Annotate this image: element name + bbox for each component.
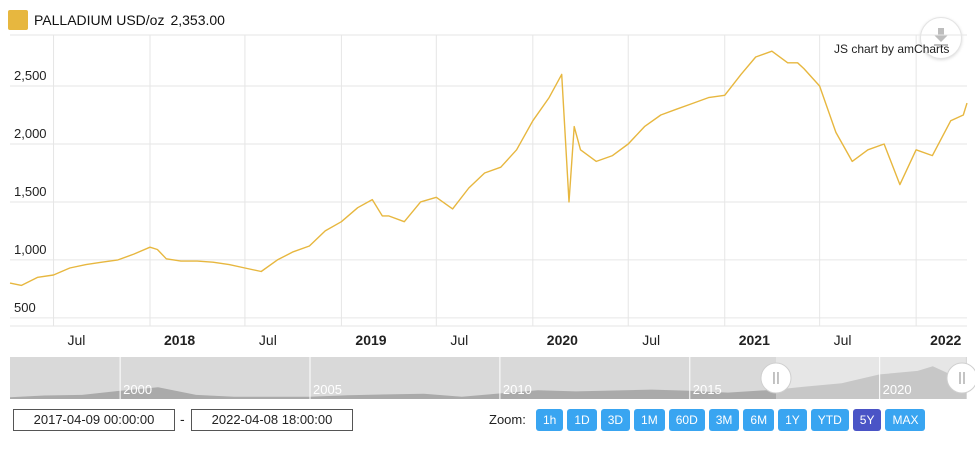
zoom-button-1h[interactable]: 1h (536, 409, 564, 431)
x-tick-label: Jul (642, 332, 660, 348)
legend-series-label: PALLADIUM USD/oz (34, 12, 165, 28)
scrollbar-selection[interactable] (775, 357, 966, 399)
scrollbar-year-label: 2010 (503, 382, 532, 397)
scrollbar-background (10, 357, 967, 399)
zoom-button-60d[interactable]: 60D (668, 409, 705, 431)
amcharts-credit[interactable]: JS chart by amCharts (834, 42, 950, 56)
zoom-button-ytd[interactable]: YTD (810, 409, 849, 431)
scrollbar-end-grip[interactable] (946, 362, 975, 394)
scrollbar-year-label: 2000 (123, 382, 152, 397)
scrollbar-year-label: 2020 (883, 382, 912, 397)
zoom-button-max[interactable]: MAX (885, 409, 926, 431)
legend-value: 2,353.00 (170, 12, 225, 28)
y-tick-label: 1,000 (14, 242, 47, 257)
price-series-line[interactable] (9, 50, 968, 287)
scrollbar-history-area (10, 366, 966, 399)
legend[interactable]: PALLADIUM USD/oz 2,353.00 (8, 10, 231, 30)
zoom-buttons: 1h 1D 3D 1M 60D 3M 6M 1Y YTD 5Y MAX (536, 409, 929, 431)
y-tick-label: 2,000 (14, 126, 47, 141)
scrollbar-start-grip[interactable] (760, 362, 792, 394)
x-tick-label: Jul (834, 332, 852, 348)
x-tick-label: 2019 (355, 332, 386, 348)
legend-swatch (8, 10, 28, 30)
date-range-separator: - (180, 411, 185, 427)
date-from-input[interactable] (13, 409, 175, 431)
x-tick-label: Jul (68, 332, 86, 348)
zoom-button-1y[interactable]: 1Y (778, 409, 807, 431)
y-tick-label: 500 (14, 300, 36, 315)
zoom-button-3d[interactable]: 3D (600, 409, 631, 431)
x-tick-label: 2018 (164, 332, 195, 348)
scrollbar-year-label: 2015 (693, 382, 722, 397)
x-tick-label: 2020 (547, 332, 578, 348)
zoom-button-6m[interactable]: 6M (743, 409, 775, 431)
y-tick-label: 1,500 (14, 184, 47, 199)
zoom-label: Zoom: (489, 412, 526, 427)
x-tick-label: Jul (259, 332, 277, 348)
zoom-button-3m[interactable]: 3M (708, 409, 740, 431)
y-tick-label: 2,500 (14, 68, 47, 83)
x-tick-label: Jul (450, 332, 468, 348)
x-tick-label: 2021 (739, 332, 770, 348)
zoom-button-1d[interactable]: 1D (567, 409, 597, 431)
price-line-chart[interactable]: 500 1,000 1,500 2,000 2,500 Jul 2018 Jul 2019 Jul… (0, 0, 975, 355)
x-tick-label: 2022 (930, 332, 961, 348)
scrollbar-year-label: 2005 (313, 382, 342, 397)
date-to-input[interactable] (191, 409, 353, 431)
zoom-button-5y[interactable]: 5Y (852, 409, 882, 431)
zoom-button-1m[interactable]: 1M (634, 409, 665, 431)
export-menu-button[interactable] (920, 17, 962, 59)
